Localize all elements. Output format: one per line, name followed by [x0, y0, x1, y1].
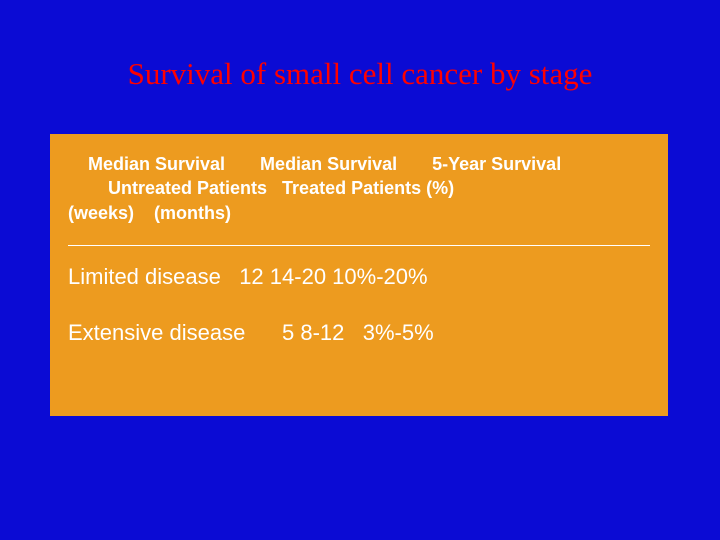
- header-line-3: (weeks) (months): [68, 203, 231, 223]
- table-box: Median Survival Median Survival 5-Year S…: [50, 134, 668, 416]
- header-line-2: Untreated Patients Treated Patients (%): [68, 178, 454, 198]
- header-line-1: Median Survival Median Survival 5-Year S…: [68, 154, 561, 174]
- slide: Survival of small cell cancer by stage M…: [0, 0, 720, 540]
- table-row: Extensive disease 5 8-12 3%-5%: [68, 320, 650, 346]
- table-row: Limited disease 12 14-20 10%-20%: [68, 264, 650, 290]
- slide-title: Survival of small cell cancer by stage: [0, 56, 720, 92]
- table-header: Median Survival Median Survival 5-Year S…: [68, 152, 650, 225]
- divider-line: [68, 245, 650, 246]
